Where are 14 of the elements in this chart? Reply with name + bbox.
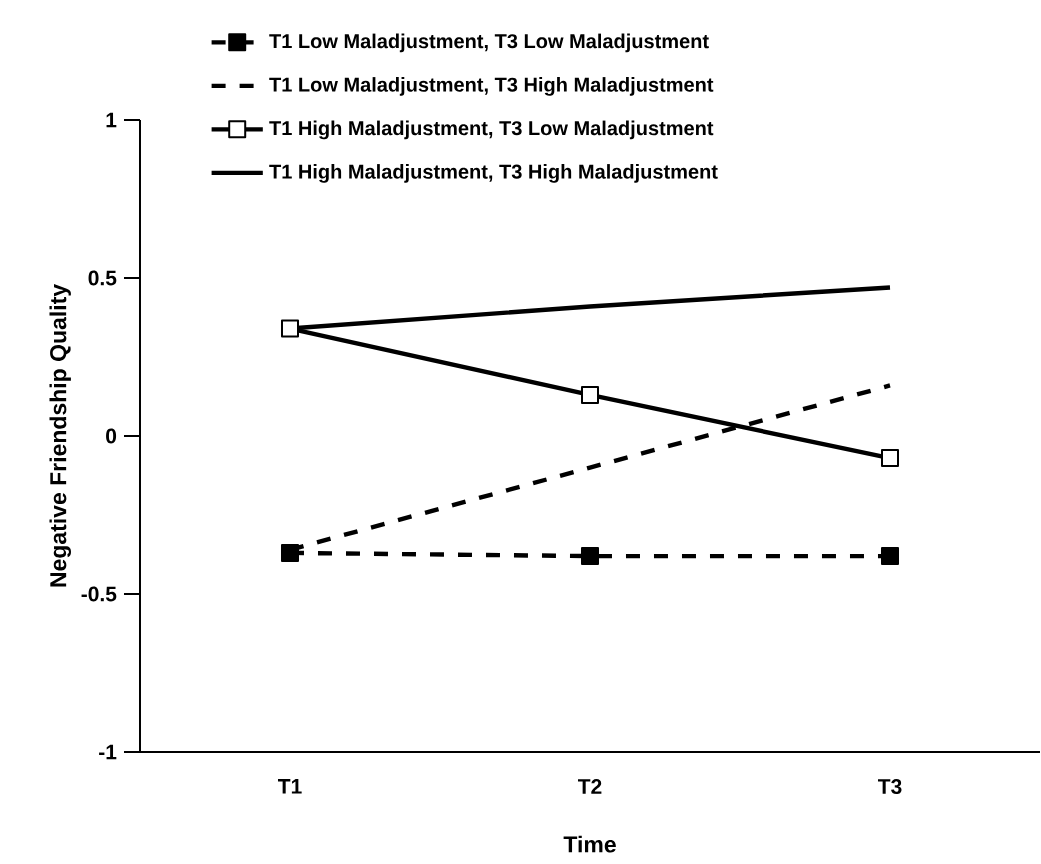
- y-axis-title: Negative Friendship Quality: [49, 284, 71, 587]
- x-tick-label: T1: [278, 779, 302, 794]
- x-tick-label: T2: [578, 779, 602, 794]
- legend-label: T1 Low Maladjustment, T3 High Maladjustment: [269, 77, 714, 96]
- y-tick-label: 0.5: [88, 270, 117, 286]
- y-tick-label: -0.5: [81, 586, 117, 602]
- y-tick-label: 1: [106, 112, 117, 128]
- legend-label: T1 Low Maladjustment, T3 Low Maladjustment: [269, 33, 709, 53]
- x-axis-title: Time: [563, 835, 616, 853]
- x-tick-label: T3: [878, 779, 902, 794]
- legend-label: T1 High Maladjustment, T3 High Maladjustment: [269, 164, 718, 183]
- y-tick-label: 0: [106, 428, 117, 444]
- y-tick-label: -1: [99, 744, 117, 760]
- legend-label: T1 High Maladjustment, T3 Low Maladjustment: [269, 120, 714, 140]
